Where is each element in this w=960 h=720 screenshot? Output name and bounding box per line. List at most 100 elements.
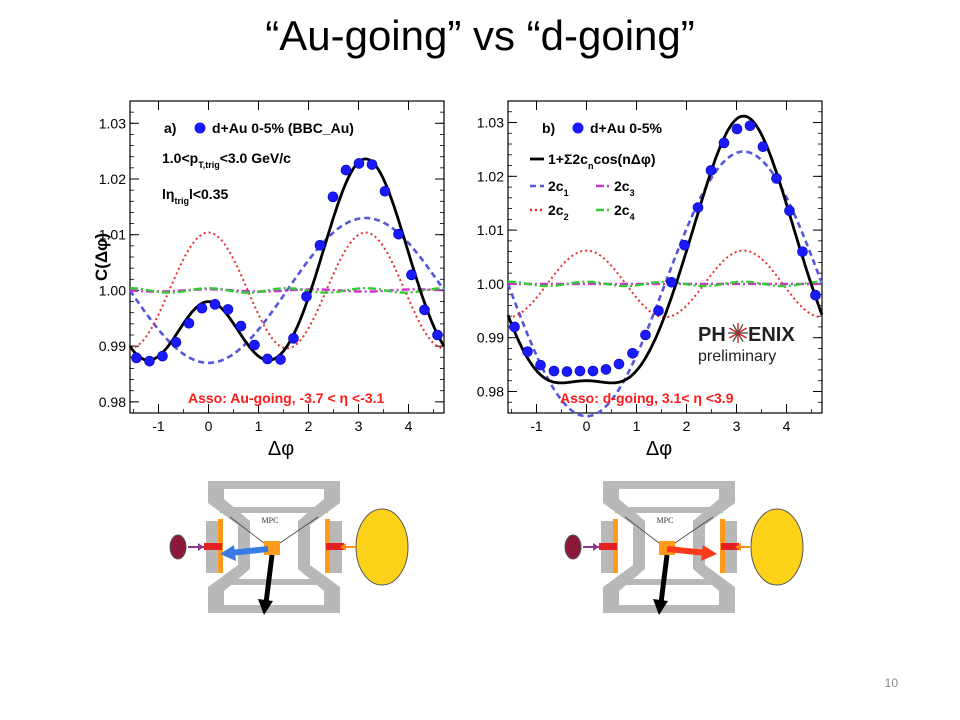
legend-c4-label-sub: 4	[630, 212, 635, 222]
yoke-bar-top	[220, 507, 328, 513]
phenix-logo-star-ray	[737, 327, 748, 334]
y-tick-label: 0.98	[99, 394, 126, 410]
data-point	[131, 352, 142, 364]
legend-entry-fit: 1+Σ2cncos(nΔφ)	[548, 151, 656, 171]
data-point	[379, 185, 391, 197]
associated-particle-arrowhead	[220, 545, 236, 561]
data-point	[640, 329, 651, 341]
phenix-logo-star-ray	[728, 332, 739, 339]
data-point	[810, 289, 821, 301]
x-tick-label: 2	[305, 418, 313, 434]
x-tick-label: 1	[255, 418, 263, 434]
y-tick-label: 1.02	[99, 171, 126, 187]
c4-curve	[507, 280, 823, 288]
data-point	[666, 276, 677, 288]
associated-particle-arrow	[666, 546, 708, 556]
x-tick-label: 3	[733, 418, 741, 434]
deuteron-nucleus	[564, 534, 582, 560]
data-point	[600, 364, 612, 375]
data-point	[235, 320, 247, 332]
legend-c3-label-sub: 3	[630, 188, 635, 198]
data-point	[314, 240, 326, 251]
legend-entry-data: d+Au 0-5%	[590, 120, 663, 136]
x-tick-label: 1	[633, 418, 641, 434]
detector-body	[204, 481, 344, 613]
data-point	[535, 359, 546, 371]
pt-cut-label-main: 1.0<p	[162, 150, 198, 166]
data-point	[262, 353, 273, 365]
data-point	[613, 358, 625, 370]
x-tick-label: 0	[205, 418, 213, 434]
chart-b-svg: 0.98 0.99 1.00 1.01 1.02 1.03 -1 0 1 2 3 4 Δφ b) d+Au …	[477, 100, 824, 460]
legend-c2-label-main: 2c	[548, 202, 564, 218]
pt-cut-label-tail: <3.0 GeV/c	[220, 150, 291, 166]
fourier-fit-curve	[506, 114, 824, 385]
phenix-logo-star-ray	[737, 332, 744, 343]
data-point	[718, 137, 730, 149]
x-tick-label: 2	[683, 418, 691, 434]
phenix-logo-text-2: ENIX	[748, 324, 795, 346]
slide-number: 10	[884, 676, 898, 690]
y-tick-label: 1.03	[477, 115, 504, 131]
y-tick-label: 1.03	[99, 115, 126, 131]
data-point	[196, 302, 208, 314]
bbc-line	[624, 516, 660, 544]
legend-c4-label: 2c4	[614, 202, 635, 222]
data-point	[222, 304, 234, 315]
data-point	[771, 173, 782, 184]
legend-marker-data	[572, 122, 584, 134]
panel-label: a)	[164, 120, 176, 136]
pt-cut-label-sub: T,trig	[198, 160, 220, 170]
data-point	[522, 346, 533, 357]
data-point	[679, 239, 690, 251]
au-nucleus	[355, 508, 409, 586]
data-point	[288, 333, 299, 344]
preliminary-label: preliminary	[698, 348, 776, 365]
legend-c1-label: 2c1	[548, 178, 569, 198]
y-tick-label: 0.99	[477, 330, 504, 346]
deuteron-beam-arrowhead	[593, 543, 599, 551]
eta-cut-label-sub: trig	[174, 196, 189, 206]
plot-frame	[129, 100, 445, 414]
legend-entry-fit-main: 1+Σ2c	[548, 151, 588, 167]
x-axis-label: Δφ	[268, 438, 294, 460]
au-nucleus	[750, 508, 804, 586]
data-point	[561, 366, 573, 377]
phenix-logo-star-ray	[732, 323, 739, 334]
bbc-right	[721, 543, 739, 550]
bbc-line	[229, 516, 265, 544]
c1-curve	[128, 216, 446, 365]
bbc-right	[326, 543, 344, 550]
chart-panel-b: 0.98 0.99 1.00 1.01 1.02 1.03 -1 0 1 2 3 4 Δφ b) d+Au …	[470, 95, 830, 465]
legend-c4-label-main: 2c	[614, 202, 630, 218]
deuteron-nucleus	[169, 534, 187, 560]
phenix-logo-star-ray	[737, 323, 744, 334]
data-point	[419, 304, 430, 316]
legend-c1-label-sub: 1	[564, 188, 569, 198]
trigger-particle-arrow	[263, 554, 275, 604]
data-point	[144, 355, 155, 367]
phenix-logo: PH ENIX preliminary	[698, 323, 795, 365]
data-point	[548, 365, 560, 377]
legend-c1-label-main: 2c	[548, 178, 564, 194]
panel-label: b)	[542, 120, 555, 136]
phenix-logo-star-ray	[732, 332, 739, 343]
trigger-particle-arrowhead	[653, 599, 668, 615]
data-point	[744, 120, 756, 132]
data-point	[353, 158, 365, 169]
y-axis-label: C(Δφ)	[92, 233, 111, 281]
asso-annotation: Asso: Au-going, -3.7 < η <-3.1	[188, 390, 385, 406]
data-point	[797, 246, 808, 257]
data-point	[209, 299, 221, 310]
mpc-label: MPC	[262, 516, 279, 525]
trigger-particle-arrowhead	[258, 599, 273, 615]
legend-entry-fit-sub: n	[588, 161, 594, 171]
au-beam-arrowhead	[735, 543, 741, 551]
y-tick-label: 1.00	[99, 282, 126, 298]
mpc-label: MPC	[657, 516, 674, 525]
trigger-particle-arrow	[658, 554, 670, 604]
eta-cut-label-tail: l<0.35	[189, 186, 229, 202]
data-point	[275, 354, 286, 365]
phenix-logo-star-ray	[728, 327, 739, 334]
bbc-line	[279, 516, 319, 544]
